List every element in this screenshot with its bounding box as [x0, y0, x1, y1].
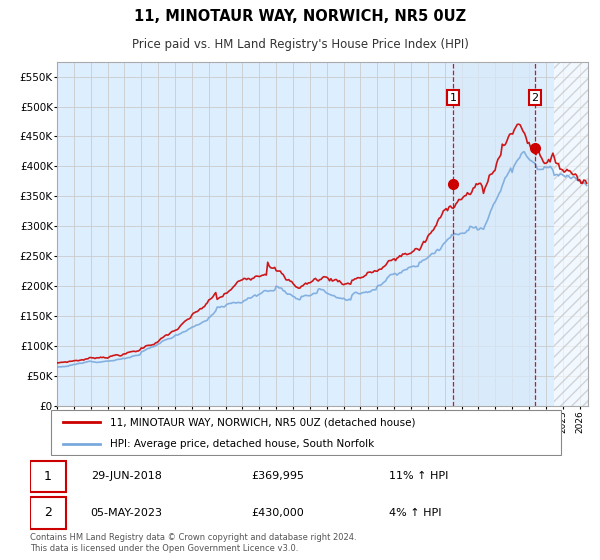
FancyBboxPatch shape: [30, 497, 66, 529]
Text: Contains HM Land Registry data © Crown copyright and database right 2024.
This d: Contains HM Land Registry data © Crown c…: [30, 533, 356, 553]
Text: 2: 2: [532, 92, 538, 102]
Text: 1: 1: [44, 470, 52, 483]
Text: 11% ↑ HPI: 11% ↑ HPI: [389, 472, 448, 482]
Text: 29-JUN-2018: 29-JUN-2018: [91, 472, 161, 482]
Text: 05-MAY-2023: 05-MAY-2023: [91, 508, 163, 518]
Text: £430,000: £430,000: [251, 508, 304, 518]
Text: £369,995: £369,995: [251, 472, 304, 482]
Text: 11, MINOTAUR WAY, NORWICH, NR5 0UZ (detached house): 11, MINOTAUR WAY, NORWICH, NR5 0UZ (deta…: [110, 417, 415, 427]
FancyBboxPatch shape: [30, 461, 66, 492]
Text: 1: 1: [449, 92, 457, 102]
Text: Price paid vs. HM Land Registry's House Price Index (HPI): Price paid vs. HM Land Registry's House …: [131, 38, 469, 51]
FancyBboxPatch shape: [50, 410, 562, 455]
Bar: [554, 62, 588, 406]
Bar: [453, 62, 535, 406]
Text: 2: 2: [44, 506, 52, 519]
Text: 11, MINOTAUR WAY, NORWICH, NR5 0UZ: 11, MINOTAUR WAY, NORWICH, NR5 0UZ: [134, 9, 466, 24]
Text: HPI: Average price, detached house, South Norfolk: HPI: Average price, detached house, Sout…: [110, 439, 374, 449]
Text: 4% ↑ HPI: 4% ↑ HPI: [389, 508, 442, 518]
